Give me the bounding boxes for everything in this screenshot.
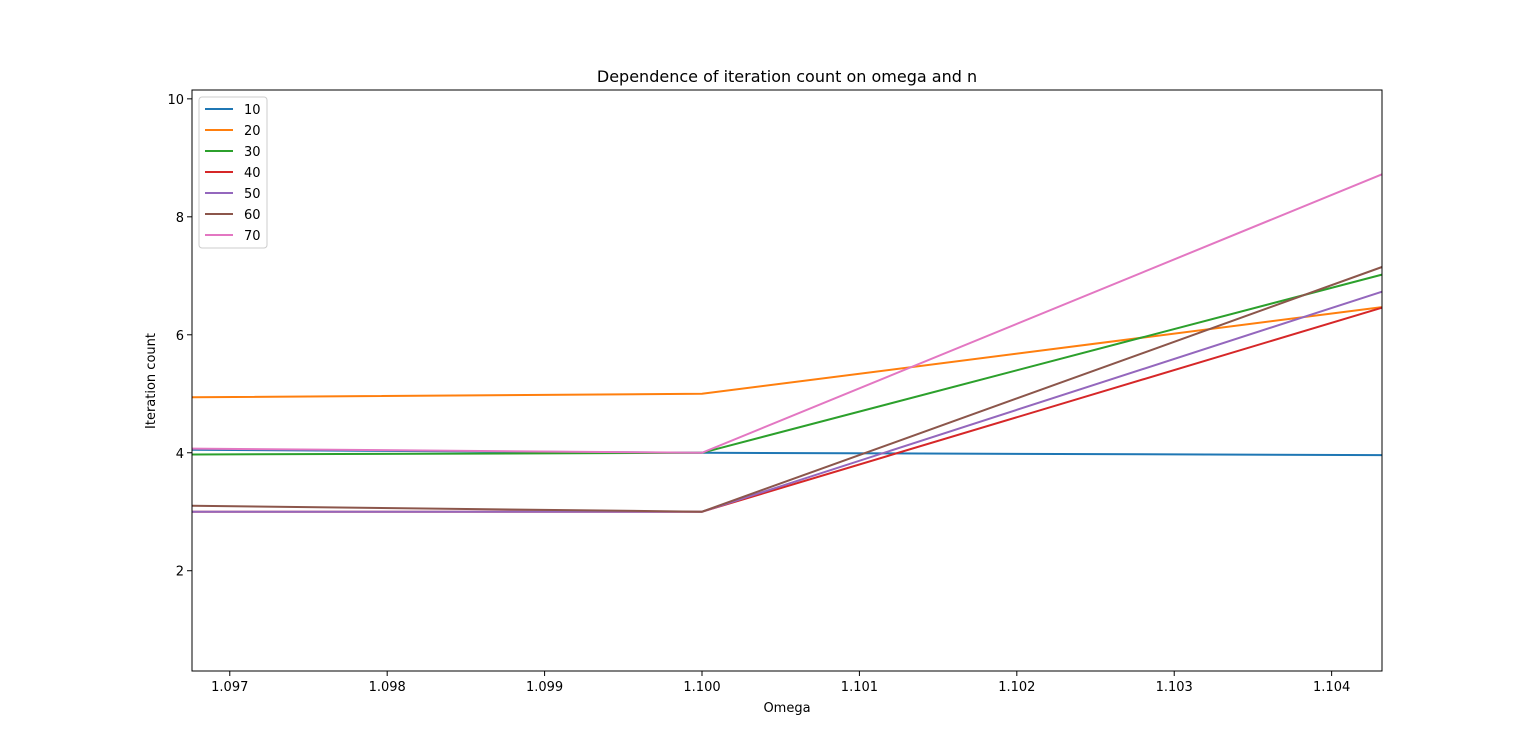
plot-lines [191,173,1383,513]
plot-frame [191,89,1383,672]
chart-title: Dependence of iteration count on omega a… [597,67,977,86]
legend-label-20: 20 [244,124,261,139]
x-tick-label: 1.099 [526,680,563,695]
legend-label-30: 30 [244,145,261,160]
y-tick-label: 10 [167,93,184,108]
y-tick-label: 6 [176,329,184,344]
y-tick-label: 4 [176,447,184,462]
series-line-60 [191,266,1383,513]
y-axis: 2 4 6 8 10 [167,93,192,580]
x-tick-label: 1.097 [211,680,248,695]
x-axis-title: Omega [763,701,810,716]
x-tick-label: 1.102 [998,680,1035,695]
legend-label-50: 50 [244,187,261,202]
legend: 10 20 30 40 50 60 70 [198,96,268,249]
y-axis-title: Iteration count [144,333,159,429]
x-axis: 1.097 1.098 1.099 1.100 1.101 1.102 1.103 1.104 [211,671,1350,695]
series-line-20 [191,306,1383,399]
x-tick-label: 1.104 [1313,680,1350,695]
legend-label-10: 10 [244,103,261,118]
series-line-30 [191,273,1383,456]
legend-label-70: 70 [244,229,261,244]
x-tick-label: 1.098 [369,680,406,695]
x-tick-label: 1.101 [841,680,878,695]
x-tick-label: 1.100 [683,680,720,695]
y-tick-label: 2 [176,565,184,580]
y-tick-label: 8 [176,211,184,226]
legend-label-40: 40 [244,166,261,181]
series-line-70 [191,173,1383,454]
legend-label-60: 60 [244,208,261,223]
x-tick-label: 1.103 [1156,680,1193,695]
series-line-50 [192,290,1383,513]
